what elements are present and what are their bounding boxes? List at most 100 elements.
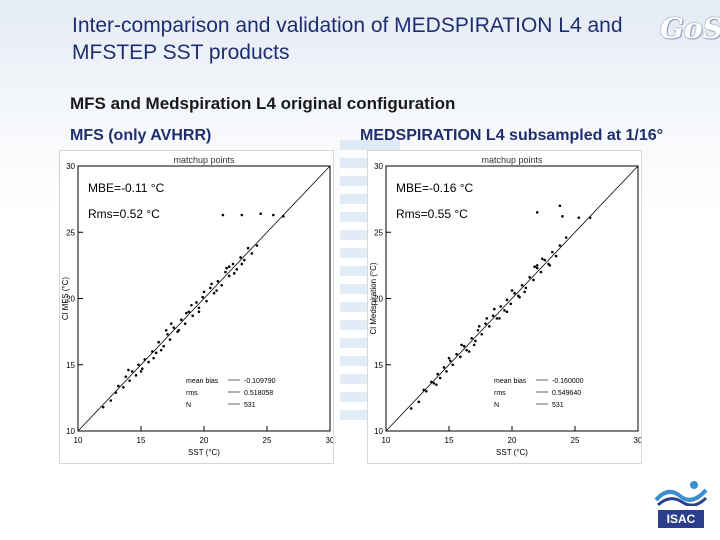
stat-label-N: N <box>186 402 191 409</box>
data-point <box>476 329 480 332</box>
data-point <box>438 376 442 380</box>
data-point <box>564 236 568 239</box>
data-point <box>197 306 201 310</box>
data-point <box>139 370 143 373</box>
data-point <box>539 270 543 274</box>
y-tick-label: 25 <box>66 228 75 237</box>
data-point <box>448 359 452 363</box>
data-point <box>201 295 205 299</box>
data-point <box>177 329 181 332</box>
gos-logo: GoS <box>660 12 720 45</box>
data-point <box>172 326 176 329</box>
data-point <box>157 340 160 344</box>
data-point <box>147 360 150 364</box>
data-point <box>240 213 244 217</box>
data-point <box>462 344 466 348</box>
data-point <box>533 265 536 268</box>
y-axis-label: Cl MFS (°C) <box>61 277 70 321</box>
data-point <box>221 213 225 217</box>
stat-label-rms: rms <box>494 390 506 397</box>
slide-title: Inter-comparison and validation of MEDSP… <box>72 14 623 64</box>
data-point <box>169 322 173 325</box>
mbe-label-mfs: MBE=-0.11 °C <box>88 181 165 195</box>
data-point <box>282 215 285 218</box>
data-point <box>430 380 433 384</box>
scatter-plot-mfs-svg: matchup points 10 15 20 25 30 10 15 20 25 30 SST (°… <box>61 155 333 457</box>
panel-label-mfs: MFS (only AVHRR) <box>70 127 212 144</box>
data-point <box>117 384 120 388</box>
data-point <box>187 310 191 314</box>
data-point <box>445 370 448 373</box>
chart-title: matchup points <box>481 155 543 165</box>
data-point <box>535 266 539 270</box>
data-point <box>235 268 239 271</box>
x-tick-label: 20 <box>200 436 209 445</box>
stat-value-rms: 0.549640 <box>552 390 581 397</box>
data-point <box>488 325 491 328</box>
x-tick-label: 25 <box>263 436 272 445</box>
data-point <box>195 301 198 304</box>
data-point <box>122 385 125 389</box>
data-point <box>588 216 592 219</box>
data-point <box>152 356 155 360</box>
data-point <box>137 363 140 367</box>
isac-logo: ISAC <box>652 480 710 530</box>
data-point <box>166 332 169 336</box>
data-point <box>259 212 262 215</box>
y-tick-label: 20 <box>374 295 383 304</box>
stat-value-rms: 0.518058 <box>244 390 273 397</box>
data-point <box>159 348 163 352</box>
data-point <box>209 286 212 290</box>
data-point <box>232 272 236 275</box>
data-point <box>474 339 477 343</box>
data-point <box>215 289 218 292</box>
data-point <box>227 265 231 268</box>
data-point <box>422 388 426 392</box>
data-point <box>451 363 455 367</box>
stat-value-mean_bias: -0.109790 <box>244 378 276 385</box>
data-point <box>130 370 134 373</box>
data-point <box>460 343 463 347</box>
stat-label-N: N <box>494 402 499 409</box>
stat-label-rms: rms <box>186 390 198 397</box>
data-point <box>212 291 216 295</box>
data-point <box>518 295 521 299</box>
data-point <box>250 252 254 255</box>
x-tick-label: 15 <box>137 436 146 445</box>
stat-value-N: 531 <box>244 402 256 409</box>
data-point <box>432 382 436 385</box>
data-point <box>191 314 194 318</box>
data-point <box>225 266 228 270</box>
data-point <box>124 375 128 378</box>
data-point <box>455 352 458 356</box>
data-point <box>561 215 564 218</box>
data-point <box>484 322 487 325</box>
data-point <box>101 405 105 409</box>
data-point <box>485 317 489 320</box>
x-tick-label: 30 <box>634 436 641 445</box>
data-point <box>134 374 138 377</box>
y-tick-label: 25 <box>374 228 383 237</box>
stat-label-mean_bias: mean bias <box>494 378 527 385</box>
data-point <box>202 290 206 294</box>
data-point <box>548 264 552 267</box>
data-point <box>436 372 439 376</box>
data-point <box>425 389 428 393</box>
x-tick-label: 10 <box>74 436 83 445</box>
data-point <box>154 351 158 355</box>
y-axis-label: Cl Medspiration (°C) <box>369 262 378 334</box>
data-point <box>205 299 208 303</box>
data-point <box>505 298 509 302</box>
data-point <box>558 244 562 247</box>
data-point <box>151 350 154 353</box>
data-point <box>447 356 451 360</box>
data-point <box>180 318 183 321</box>
x-tick-label: 25 <box>571 436 580 445</box>
data-point <box>185 311 188 315</box>
scatter-plot-mfs: matchup points 10 15 20 25 30 10 15 20 25 30 SST (°… <box>59 150 334 464</box>
data-point <box>470 336 473 340</box>
data-point <box>532 278 535 282</box>
data-point <box>109 399 113 402</box>
x-tick-label: 30 <box>326 436 333 445</box>
data-point <box>499 305 502 308</box>
